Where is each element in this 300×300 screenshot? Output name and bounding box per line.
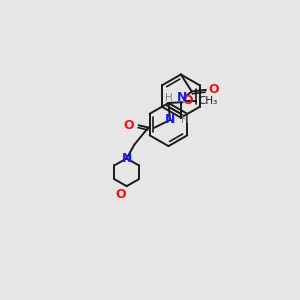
Text: N: N: [165, 113, 175, 126]
Text: N: N: [177, 91, 188, 104]
Text: H: H: [181, 115, 189, 125]
Text: N: N: [122, 152, 132, 165]
Text: O: O: [208, 83, 219, 96]
Text: O: O: [182, 94, 193, 107]
Text: H: H: [165, 93, 173, 103]
Text: CH₃: CH₃: [198, 96, 217, 106]
Text: O: O: [123, 119, 134, 132]
Text: O: O: [115, 188, 126, 201]
